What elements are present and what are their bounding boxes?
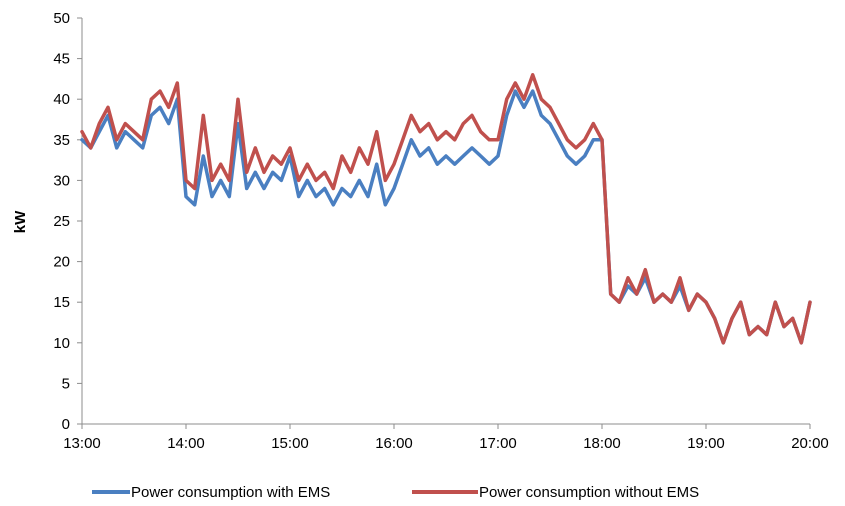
y-tick-label: 50 [53, 10, 70, 27]
series-line-with-ems [80, 89, 812, 345]
y-axis-title: kW [12, 210, 29, 233]
x-tick-label: 18:00 [583, 435, 621, 452]
y-tick-label: 25 [53, 213, 70, 230]
x-tick-label: 13:00 [63, 435, 101, 452]
y-tick-label: 10 [53, 335, 70, 352]
y-axis: 0 5 10 15 20 25 30 35 40 45 50 [53, 10, 82, 433]
y-tick-label: 30 [53, 172, 70, 189]
legend-label-with-ems: Power consumption with EMS [131, 484, 330, 501]
x-tick-label: 15:00 [271, 435, 309, 452]
y-tick-label: 35 [53, 132, 70, 149]
x-tick-label: 20:00 [791, 435, 829, 452]
x-tick-label: 14:00 [167, 435, 205, 452]
legend: Power consumption with EMS Power consumpt… [92, 484, 699, 501]
y-tick-label: 5 [62, 375, 70, 392]
x-axis: 13:00 14:00 15:00 16:00 17:00 18:00 19:00 20:00 [63, 424, 829, 452]
x-tick-label: 19:00 [687, 435, 725, 452]
y-tick-label: 15 [53, 294, 70, 311]
y-tick-label: 0 [62, 416, 70, 433]
x-tick-label: 17:00 [479, 435, 517, 452]
y-tick-label: 45 [53, 51, 70, 68]
legend-label-without-ems: Power consumption without EMS [479, 484, 699, 501]
series-line-without-ems [80, 73, 812, 345]
series-layer [80, 73, 812, 345]
x-tick-label: 16:00 [375, 435, 413, 452]
y-tick-label: 40 [53, 91, 70, 108]
y-tick-label: 20 [53, 254, 70, 271]
